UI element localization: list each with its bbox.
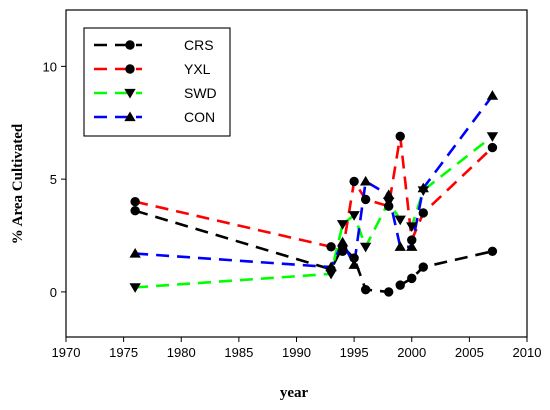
plot-area: 1970 1975 1980 1985 1990 1995 2000 2005 2010 0 5 10… [43,9,542,360]
x-tick-label: 1980 [167,345,196,360]
data-point-yxl [487,142,498,153]
data-point-con [359,175,372,186]
data-point-crs [130,206,140,216]
data-point-con [417,182,429,193]
data-point-con [383,189,395,200]
data-point-crs [395,280,405,290]
series-line-con [135,94,494,270]
data-point-yxl [349,176,359,187]
x-axis-title: year [280,385,309,401]
data-point-con [486,90,499,100]
data-point-con [348,259,360,269]
data-point-swd [336,220,349,230]
data-point-yxl [130,196,140,207]
legend-label-yxl: YXL [184,61,211,77]
x-tick-label: 1990 [282,345,311,360]
data-point-crs [487,246,498,257]
legend-marker-swd [124,88,136,99]
series-line-swd [135,135,494,289]
y-tick-label: 0 [50,285,57,300]
data-point-yxl [360,194,371,205]
data-point-swd [406,222,418,233]
data-point-yxl [326,242,336,252]
x-tick-label: 1970 [52,345,81,360]
data-point-crs [360,284,371,295]
y-axis-title: % Area Cultivated [10,123,26,244]
data-point-con [394,241,406,251]
series-line-crs [134,209,493,294]
data-point-swd [129,283,141,293]
data-point-yxl [337,246,348,257]
legend-marker-yxl [125,64,135,74]
x-tick-label: 1975 [109,345,138,360]
data-point-swd [359,242,372,253]
x-tick-label: 1995 [340,345,369,360]
x-tick-label: 2000 [397,345,426,360]
data-point-crs [407,273,417,284]
legend-label-crs: CRS [184,37,214,53]
y-tick-label: 5 [50,172,57,187]
legend-label-swd: SWD [184,85,217,101]
data-point-con [406,241,418,251]
legend-box [83,27,231,137]
data-point-con [325,261,337,272]
data-point-yxl [418,208,428,218]
data-point-crs [384,287,394,297]
data-point-con [129,248,141,258]
x-tick-label: 1985 [224,345,253,360]
data-point-swd [348,211,360,221]
data-point-swd [486,132,499,142]
data-point-con [336,236,349,247]
x-tick-label: 2005 [455,345,484,360]
y-tick-label: 10 [43,59,57,74]
legend-marker-crs [125,40,135,50]
series-line-yxl [134,136,494,254]
data-point-crs [418,262,428,272]
x-tick-label: 2010 [513,345,542,360]
legend-marker-con [124,111,136,122]
data-point-yxl [395,131,405,141]
legend-label-con: CON [184,109,215,125]
data-point-swd [394,215,406,226]
